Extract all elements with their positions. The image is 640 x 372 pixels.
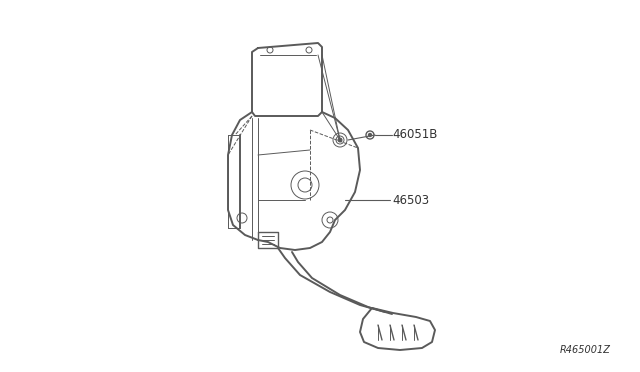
Circle shape (369, 134, 371, 137)
Text: 46503: 46503 (392, 193, 429, 206)
Text: R465001Z: R465001Z (560, 345, 611, 355)
Text: 46051B: 46051B (392, 128, 437, 141)
Circle shape (338, 138, 342, 142)
